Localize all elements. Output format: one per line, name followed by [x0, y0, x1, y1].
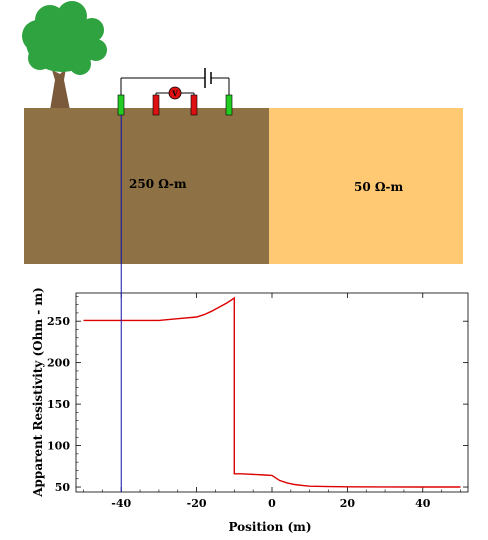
x-axis-ticks: -40 -20 0 20 40	[83, 293, 461, 510]
left-layer	[24, 108, 269, 264]
tree-trunk	[50, 68, 70, 110]
voltmeter-symbol: V	[171, 89, 178, 98]
y-axis-ticks: 50 100 150 200 250	[47, 296, 468, 494]
current-electrode-left	[117, 94, 125, 116]
x-tick-label: 40	[415, 497, 431, 510]
current-electrode-right	[225, 94, 233, 116]
potential-electrode-left	[152, 94, 160, 116]
x-tick-label: -40	[111, 497, 131, 510]
series-line-apparent-resistivity	[83, 296, 461, 488]
x-axis-label: Position (m)	[228, 520, 311, 534]
y-tick-label: 150	[47, 398, 70, 411]
tree-icon	[22, 1, 107, 110]
x-tick-label: 20	[340, 497, 356, 510]
x-tick-label: 0	[268, 497, 276, 510]
battery-icon	[204, 68, 212, 88]
potential-electrode-right	[190, 94, 198, 116]
y-tick-label: 250	[47, 315, 70, 328]
y-tick-label: 100	[47, 440, 70, 453]
plot-frame	[75, 292, 469, 493]
left-layer-label: 250 Ω-m	[129, 177, 187, 191]
right-layer-label: 50 Ω-m	[354, 180, 404, 194]
voltmeter-icon: V	[168, 86, 182, 100]
y-tick-label: 200	[47, 357, 70, 370]
circuit-wiring	[120, 77, 230, 95]
chart-series	[83, 296, 461, 488]
x-tick-label: -20	[187, 497, 207, 510]
tree-foliage	[22, 1, 107, 75]
right-layer	[269, 108, 463, 264]
y-axis-label: Apparent Resistivity (Ohm - m)	[31, 287, 45, 498]
y-tick-label: 50	[55, 481, 71, 494]
voltmeter-body	[168, 86, 182, 100]
